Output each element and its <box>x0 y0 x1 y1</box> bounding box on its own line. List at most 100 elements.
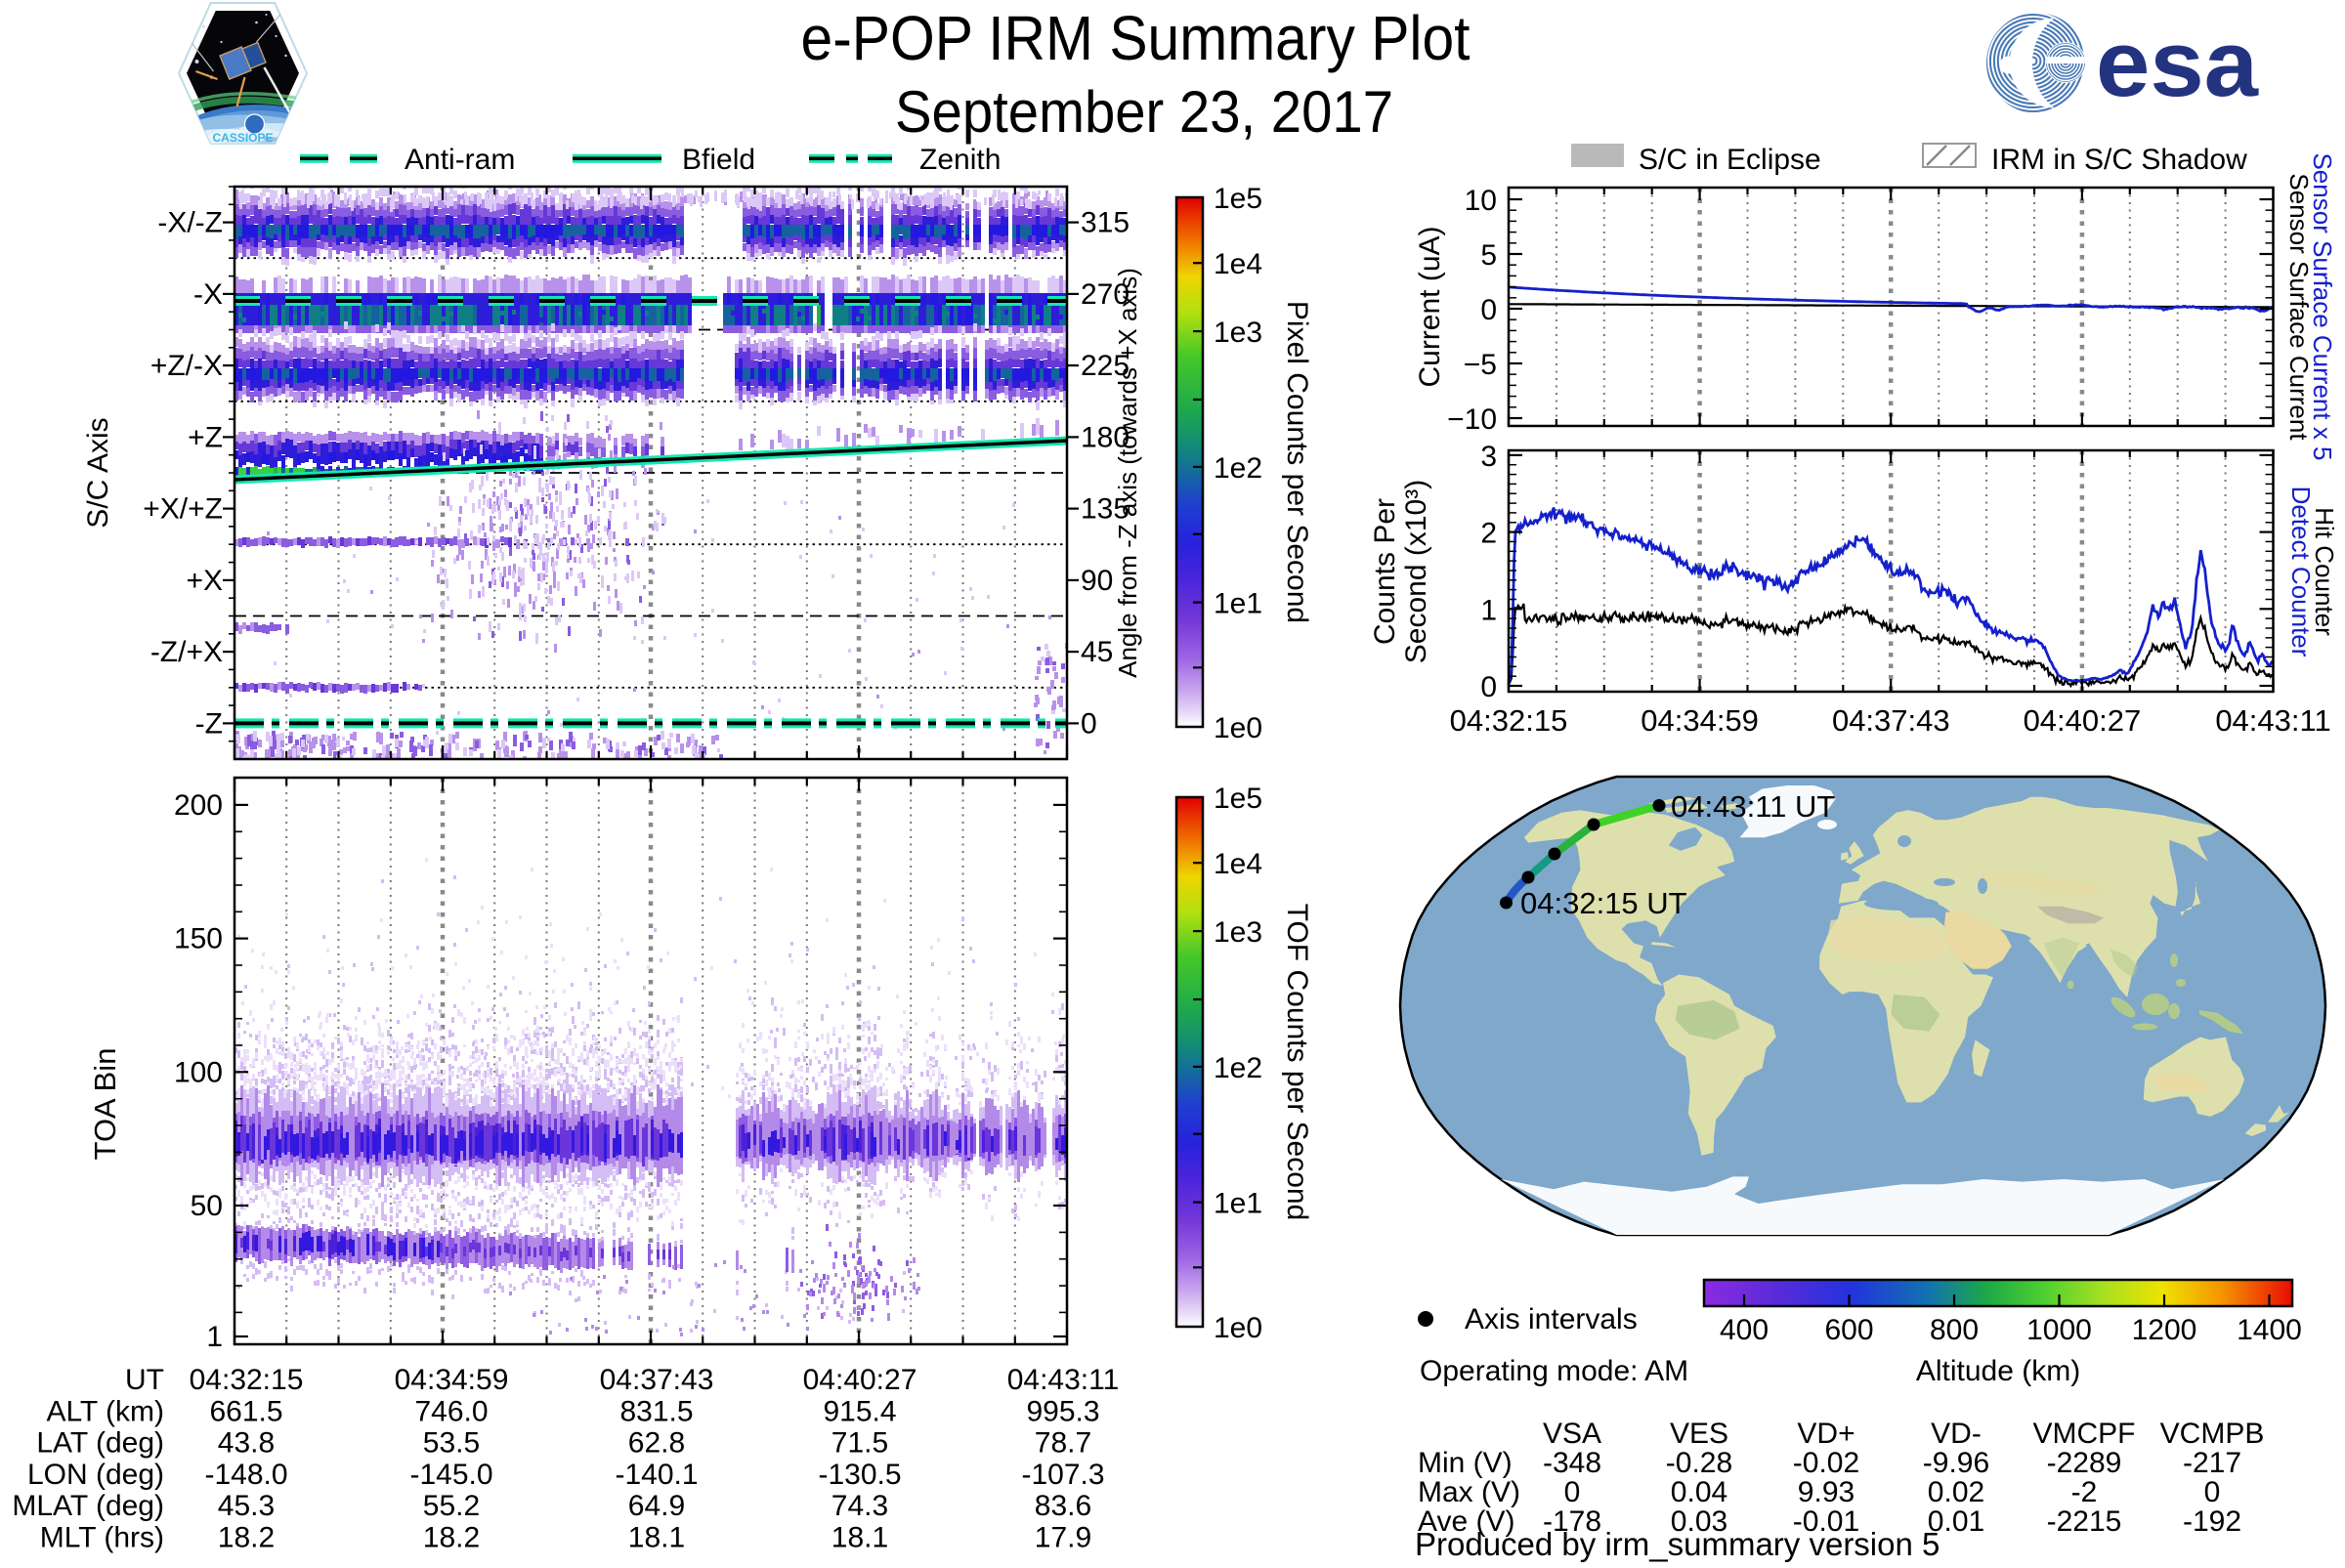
svg-text:Bfield: Bfield <box>682 144 755 176</box>
svg-text:0.01: 0.01 <box>1928 1505 1984 1538</box>
svg-text:04:43:11: 04:43:11 <box>2215 703 2330 738</box>
svg-text:-2: -2 <box>2071 1476 2098 1508</box>
svg-text:-178: -178 <box>1543 1505 1601 1538</box>
svg-text:915.4: 915.4 <box>823 1395 896 1427</box>
svg-text:0.04: 0.04 <box>1671 1476 1727 1508</box>
svg-text:Max (V): Max (V) <box>1418 1476 1520 1508</box>
svg-text:VSA: VSA <box>1543 1418 1601 1450</box>
svg-text:TOF Counts per Second: TOF Counts per Second <box>1281 904 1313 1221</box>
svg-text:18.1: 18.1 <box>628 1522 685 1554</box>
svg-text:18.2: 18.2 <box>218 1522 275 1554</box>
svg-text:Altitude (km): Altitude (km) <box>1916 1355 2080 1387</box>
svg-text:-0.28: -0.28 <box>1666 1447 1732 1479</box>
svg-text:Counts Per: Counts Per <box>1369 498 1401 645</box>
svg-text:0: 0 <box>1480 294 1497 326</box>
svg-text:-2215: -2215 <box>2047 1505 2122 1538</box>
svg-text:Produced by irm_summary versio: Produced by irm_summary version 5 <box>1415 1526 1940 1562</box>
svg-text:04:32:15: 04:32:15 <box>190 1364 304 1396</box>
svg-text:1e5: 1e5 <box>1214 783 1262 815</box>
svg-text:0.03: 0.03 <box>1671 1505 1727 1538</box>
svg-text:-Z/+X: -Z/+X <box>150 636 223 668</box>
svg-text:esa: esa <box>2096 12 2259 116</box>
svg-text:180: 180 <box>1081 421 1130 453</box>
svg-text:18.1: 18.1 <box>831 1522 888 1554</box>
svg-text:Detect Counter: Detect Counter <box>2286 487 2316 657</box>
svg-text:1e2: 1e2 <box>1214 1052 1262 1084</box>
svg-text:43.8: 43.8 <box>218 1427 275 1460</box>
svg-text:10: 10 <box>1465 185 1497 217</box>
svg-text:1400: 1400 <box>2237 1314 2302 1346</box>
svg-text:18.2: 18.2 <box>423 1522 480 1554</box>
svg-text:MLAT (deg): MLAT (deg) <box>12 1490 164 1522</box>
svg-text:71.5: 71.5 <box>831 1427 888 1460</box>
svg-text:e-POP IRM Summary Plot: e-POP IRM Summary Plot <box>801 3 1471 73</box>
svg-text:1e4: 1e4 <box>1214 248 1262 280</box>
svg-text:78.7: 78.7 <box>1035 1427 1091 1460</box>
svg-text:0: 0 <box>1564 1476 1581 1508</box>
svg-text:LAT (deg): LAT (deg) <box>36 1427 164 1460</box>
svg-text:1e0: 1e0 <box>1214 1312 1262 1344</box>
svg-text:-X: -X <box>193 278 223 311</box>
svg-text:+X/+Z: +X/+Z <box>143 493 223 526</box>
svg-text:-148.0: -148.0 <box>204 1459 287 1491</box>
svg-text:-145.0: -145.0 <box>409 1459 492 1491</box>
svg-text:-X/-Z: -X/-Z <box>157 207 223 239</box>
svg-text:661.5: 661.5 <box>209 1395 282 1427</box>
svg-text:315: 315 <box>1081 207 1130 239</box>
svg-text:746.0: 746.0 <box>414 1395 488 1427</box>
svg-text:-130.5: -130.5 <box>818 1459 901 1491</box>
svg-text:Second (x10³): Second (x10³) <box>1400 480 1432 663</box>
svg-text:53.5: 53.5 <box>423 1427 480 1460</box>
svg-text:225: 225 <box>1081 350 1130 382</box>
svg-text:-Z: -Z <box>195 707 223 740</box>
svg-text:Pixel Counts per Second: Pixel Counts per Second <box>1281 301 1313 623</box>
svg-text:VCMPB: VCMPB <box>2160 1418 2265 1450</box>
svg-text:55.2: 55.2 <box>423 1490 480 1522</box>
svg-text:270: 270 <box>1081 278 1130 311</box>
svg-text:UT: UT <box>125 1364 164 1396</box>
svg-text:04:40:27: 04:40:27 <box>2024 703 2142 738</box>
svg-text:1e3: 1e3 <box>1214 916 1262 949</box>
svg-text:S/C Axis: S/C Axis <box>82 417 114 528</box>
svg-text:+X: +X <box>186 565 223 597</box>
svg-text:45.3: 45.3 <box>218 1490 275 1522</box>
svg-text:1e1: 1e1 <box>1214 588 1262 620</box>
svg-text:2: 2 <box>1480 518 1497 550</box>
svg-text:1e0: 1e0 <box>1214 712 1262 744</box>
svg-text:04:43:11 UT: 04:43:11 UT <box>1671 789 1835 824</box>
svg-text:1200: 1200 <box>2132 1314 2197 1346</box>
svg-text:90: 90 <box>1081 565 1113 597</box>
svg-text:-9.96: -9.96 <box>1923 1447 1989 1479</box>
svg-text:VMCPF: VMCPF <box>2033 1418 2136 1450</box>
svg-text:1e2: 1e2 <box>1214 452 1262 485</box>
svg-text:04:32:15 UT: 04:32:15 UT <box>1520 886 1687 920</box>
svg-text:64.9: 64.9 <box>628 1490 685 1522</box>
svg-text:September 23, 2017: September 23, 2017 <box>895 79 1393 145</box>
svg-text:1e1: 1e1 <box>1214 1188 1262 1220</box>
svg-text:VD+: VD+ <box>1797 1418 1855 1450</box>
svg-text:400: 400 <box>1720 1314 1769 1346</box>
svg-text:-217: -217 <box>2183 1447 2241 1479</box>
svg-text:50: 50 <box>191 1190 223 1222</box>
svg-text:04:40:27: 04:40:27 <box>803 1364 917 1396</box>
svg-text:CASSIOPE: CASSIOPE <box>212 131 273 145</box>
svg-text:3: 3 <box>1480 441 1497 473</box>
svg-text:+Z: +Z <box>188 421 223 453</box>
svg-text:-140.1: -140.1 <box>615 1459 698 1491</box>
svg-text:17.9: 17.9 <box>1035 1522 1091 1554</box>
svg-text:Sensor Surface Current x 5: Sensor Surface Current x 5 <box>2308 152 2337 460</box>
svg-text:04:43:11: 04:43:11 <box>1007 1364 1120 1396</box>
svg-text:Ave (V): Ave (V) <box>1418 1505 1514 1538</box>
svg-text:5: 5 <box>1480 239 1497 272</box>
svg-text:800: 800 <box>1930 1314 1979 1346</box>
svg-text:600: 600 <box>1824 1314 1873 1346</box>
svg-text:-0.01: -0.01 <box>1793 1505 1859 1538</box>
svg-text:VES: VES <box>1670 1418 1728 1450</box>
svg-text:IRM in S/C Shadow: IRM in S/C Shadow <box>1991 144 2247 176</box>
svg-text:LON (deg): LON (deg) <box>27 1459 164 1491</box>
svg-text:45: 45 <box>1081 636 1113 668</box>
svg-text:Axis intervals: Axis intervals <box>1465 1303 1638 1335</box>
svg-text:1e5: 1e5 <box>1214 183 1262 215</box>
svg-text:Current (uA): Current (uA) <box>1414 226 1446 387</box>
svg-text:200: 200 <box>174 789 223 822</box>
